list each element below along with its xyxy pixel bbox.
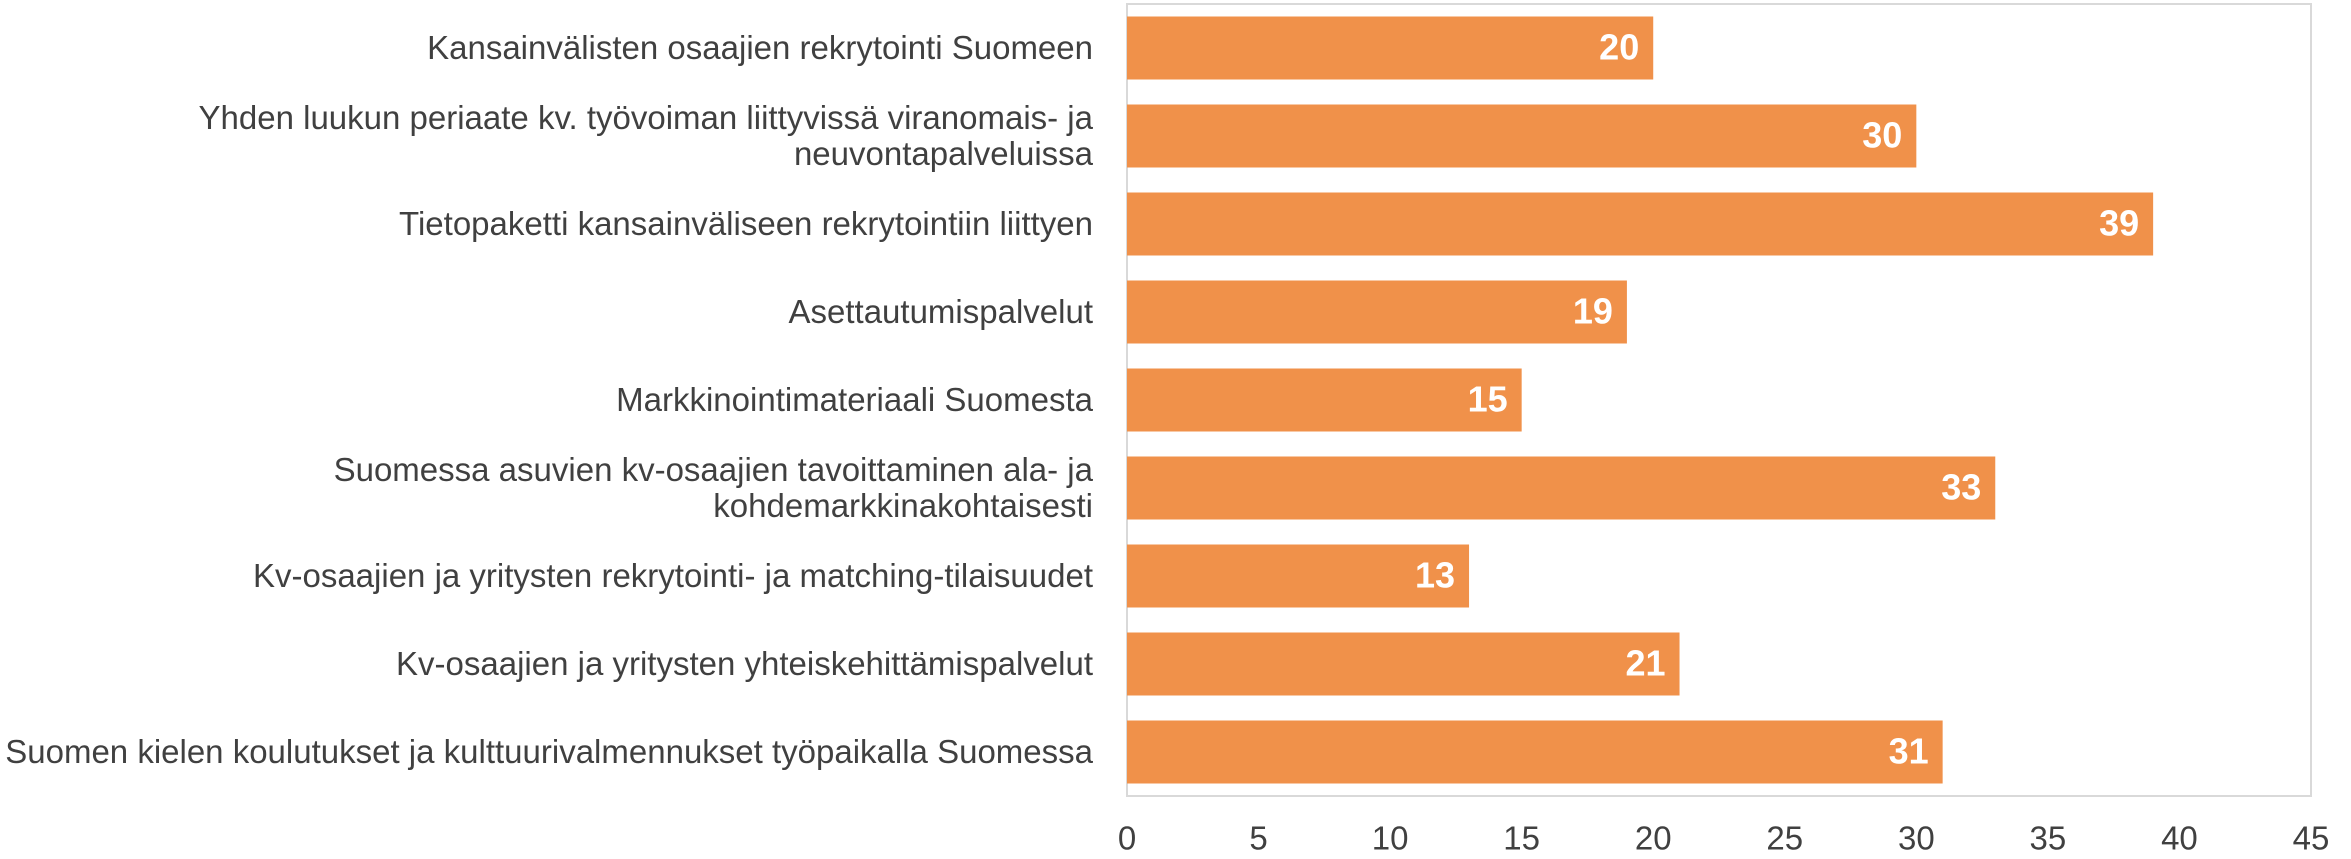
y-tick-label: Kv-osaajien ja yritysten rekrytointi- ja…: [252, 557, 1093, 594]
bar: [1127, 104, 1917, 168]
value-label: 21: [1625, 643, 1665, 684]
value-label: 20: [1599, 27, 1639, 68]
x-tick-label: 25: [1766, 820, 1803, 857]
value-label: 13: [1415, 555, 1455, 596]
bar: [1127, 456, 1996, 520]
bar: [1127, 280, 1627, 344]
bar: [1127, 192, 2154, 256]
value-label: 33: [1941, 467, 1981, 508]
x-tick-label: 45: [2293, 820, 2330, 857]
y-tick-label: Suomessa asuvien kv-osaajien tavoittamin…: [333, 451, 1093, 524]
x-tick-label: 0: [1118, 820, 1136, 857]
x-tick-label: 15: [1503, 820, 1540, 857]
value-label: 39: [2099, 203, 2139, 244]
bar: [1127, 16, 1654, 80]
x-tick-label: 5: [1249, 820, 1267, 857]
bar: [1127, 544, 1470, 608]
value-label: 31: [1889, 731, 1929, 772]
y-tick-label: Asettautumispalvelut: [788, 293, 1094, 330]
bar: [1127, 632, 1680, 696]
y-tick-label: Markkinointimateriaali Suomesta: [616, 381, 1093, 418]
y-tick-label: Kv-osaajien ja yritysten yhteiskehittämi…: [396, 645, 1093, 682]
y-tick-label: Suomen kielen koulutukset ja kulttuuriva…: [5, 733, 1093, 770]
bar: [1127, 368, 1522, 432]
value-label: 30: [1862, 115, 1902, 156]
bar: [1127, 720, 1943, 784]
y-tick-label: Kansainvälisten osaajien rekrytointi Suo…: [427, 29, 1093, 66]
x-tick-label: 35: [2030, 820, 2067, 857]
x-tick-label: 10: [1372, 820, 1409, 857]
value-label: 15: [1468, 379, 1508, 420]
x-tick-label: 40: [2161, 820, 2198, 857]
y-tick-label: Yhden luukun periaate kv. työvoiman liit…: [198, 99, 1093, 172]
x-tick-label: 20: [1635, 820, 1672, 857]
y-tick-label: Tietopaketti kansainväliseen rekrytointi…: [399, 205, 1093, 242]
x-tick-label: 30: [1898, 820, 1935, 857]
value-label: 19: [1573, 291, 1613, 332]
